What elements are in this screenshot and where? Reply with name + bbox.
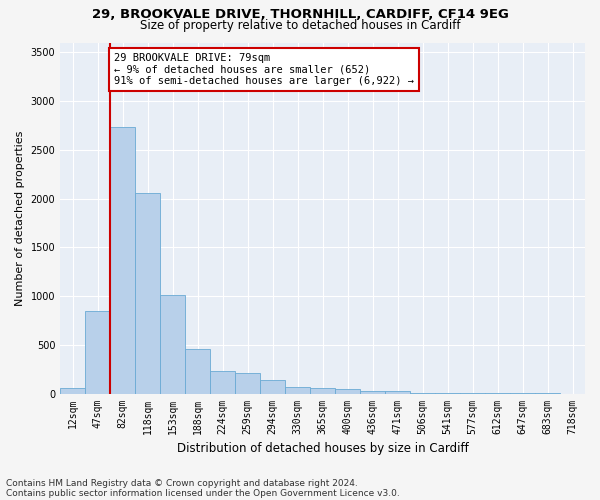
Text: Size of property relative to detached houses in Cardiff: Size of property relative to detached ho… — [140, 19, 460, 32]
X-axis label: Distribution of detached houses by size in Cardiff: Distribution of detached houses by size … — [177, 442, 469, 455]
Bar — [285, 386, 310, 394]
Bar — [260, 380, 285, 394]
Text: 29 BROOKVALE DRIVE: 79sqm
← 9% of detached houses are smaller (652)
91% of semi-: 29 BROOKVALE DRIVE: 79sqm ← 9% of detach… — [114, 53, 414, 86]
Bar — [310, 388, 335, 394]
Bar — [360, 390, 385, 394]
Bar — [110, 128, 135, 394]
Bar — [210, 371, 235, 394]
Bar — [235, 373, 260, 394]
Bar — [185, 348, 210, 394]
Bar — [335, 388, 360, 394]
Bar — [410, 392, 435, 394]
Text: 29, BROOKVALE DRIVE, THORNHILL, CARDIFF, CF14 9EG: 29, BROOKVALE DRIVE, THORNHILL, CARDIFF,… — [92, 8, 508, 20]
Text: Contains HM Land Registry data © Crown copyright and database right 2024.: Contains HM Land Registry data © Crown c… — [6, 478, 358, 488]
Bar — [385, 391, 410, 394]
Bar — [60, 388, 85, 394]
Bar — [85, 310, 110, 394]
Bar — [160, 295, 185, 394]
Y-axis label: Number of detached properties: Number of detached properties — [15, 130, 25, 306]
Bar — [135, 192, 160, 394]
Text: Contains public sector information licensed under the Open Government Licence v3: Contains public sector information licen… — [6, 488, 400, 498]
